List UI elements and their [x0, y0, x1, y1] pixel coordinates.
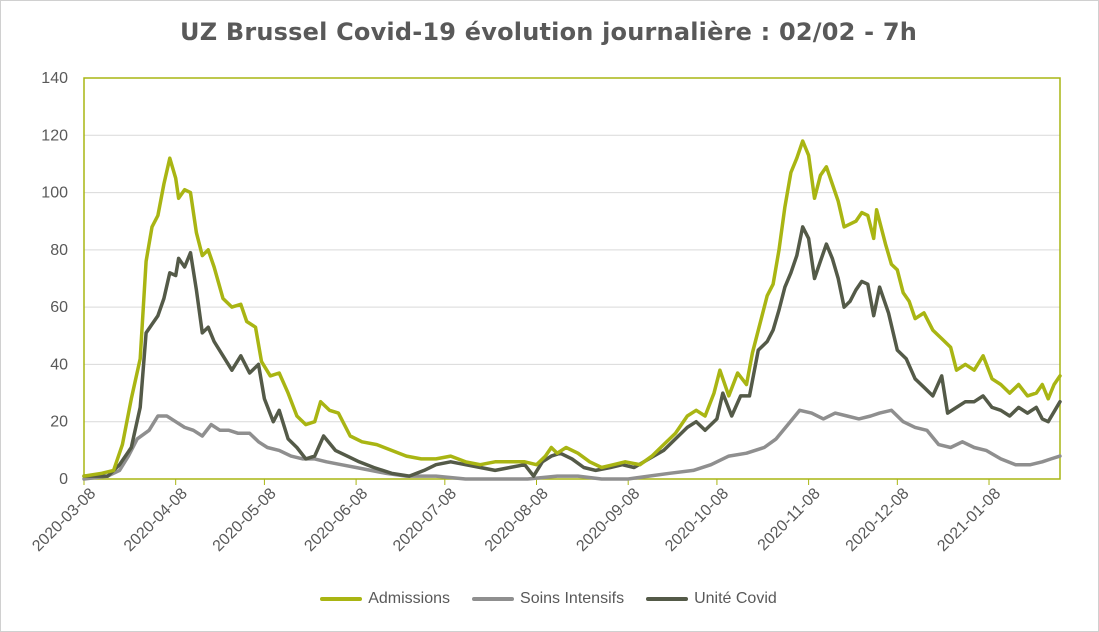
x-tick-label: 2021-01-08 — [934, 485, 1004, 555]
legend-label-soins-intensifs: Soins Intensifs — [520, 590, 625, 607]
x-tick-label: 2020-12-08 — [843, 485, 913, 555]
series-line-admissions — [82, 139, 1062, 478]
chart-title: UZ Brussel Covid-19 évolution journalièr… — [180, 18, 917, 46]
y-tick-label: 40 — [50, 356, 68, 373]
legend-label-admissions: Admissions — [368, 590, 451, 607]
x-tick-label: 2020-10-08 — [662, 485, 732, 555]
series-line-soins-intensifs — [82, 408, 1062, 481]
legend-item-unite-covid: Unité Covid — [646, 590, 777, 608]
legend-swatch-admissions — [320, 597, 363, 601]
x-tick-label: 2020-06-08 — [301, 485, 371, 555]
plot-area-border — [83, 77, 1061, 480]
y-tick-label: 120 — [41, 127, 68, 144]
y-tick-label: 80 — [50, 242, 68, 259]
x-tick-label: 2020-04-08 — [121, 485, 191, 555]
legend-item-admissions: Admissions — [320, 590, 450, 608]
series-line-unite-covid — [82, 225, 1062, 478]
x-tick-label: 2020-11-08 — [755, 485, 824, 554]
x-tick-label: 2020-09-08 — [573, 485, 643, 555]
y-tick-label: 20 — [50, 414, 68, 431]
legend-swatch-unite-covid — [646, 597, 689, 601]
series-lines — [82, 139, 1062, 481]
x-tick-label: 2020-03-08 — [29, 485, 99, 555]
y-tick-label: 100 — [41, 185, 68, 202]
y-tick-label: 0 — [59, 471, 68, 488]
y-tick-label: 140 — [41, 70, 68, 87]
y-tick-label: 60 — [50, 299, 68, 316]
x-tick-label: 2020-08-08 — [482, 485, 552, 555]
y-axis-ticks: 0 20 40 60 80 100 120 140 — [41, 70, 68, 488]
legend-swatch-soins-intensifs — [472, 597, 515, 601]
x-tick-label: 2020-05-08 — [210, 485, 280, 555]
legend-label-unite-covid: Unité Covid — [694, 590, 777, 607]
x-tick-label: 2020-07-08 — [390, 485, 460, 555]
legend-item-soins-intensifs: Soins Intensifs — [472, 590, 624, 608]
legend: Admissions Soins Intensifs Unité Covid — [0, 590, 1097, 608]
x-axis-ticks: 2020-03-08 2020-04-08 2020-05-08 2020-06-08… — [29, 479, 1004, 555]
